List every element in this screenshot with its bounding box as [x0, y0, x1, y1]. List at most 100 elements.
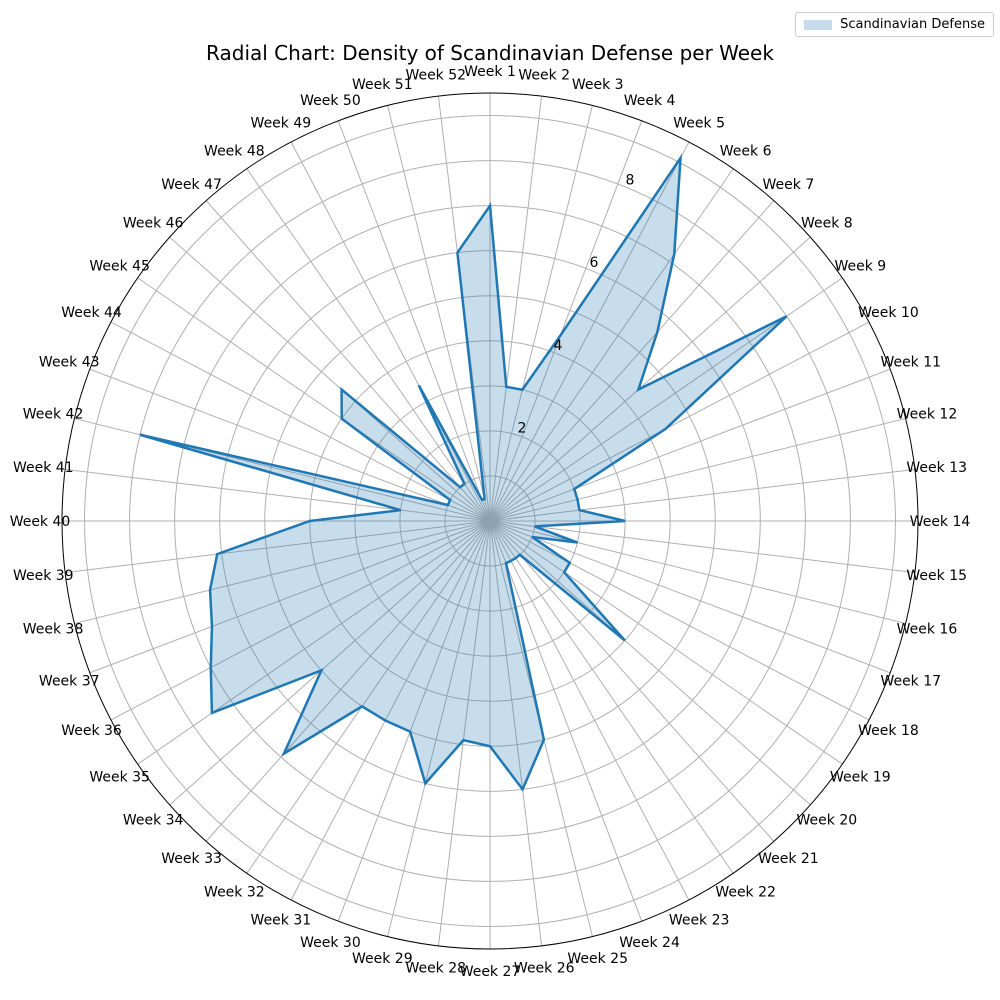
week-tick-label: Week 35	[89, 770, 150, 786]
week-tick-label: Week 2	[518, 67, 570, 83]
week-tick-label: Week 38	[23, 622, 84, 638]
week-tick-label: Week 34	[123, 812, 184, 828]
spoke-gridline	[137, 520, 491, 765]
week-tick-label: Week 33	[161, 851, 222, 867]
spoke-gridline	[110, 321, 491, 522]
week-tick-label: Week 27	[460, 964, 521, 980]
spoke-gridline	[169, 236, 491, 522]
spoke-gridline	[489, 168, 734, 522]
spoke-gridline	[65, 468, 491, 522]
spoke-gridline	[489, 141, 690, 522]
spoke-gridline	[489, 520, 870, 721]
week-tick-label: Week 51	[352, 77, 413, 93]
spoke-gridline	[489, 520, 734, 874]
week-tick-label: Week 9	[834, 258, 886, 274]
week-tick-label: Week 41	[13, 460, 74, 476]
week-tick-label: Week 28	[405, 961, 466, 977]
week-tick-label: Week 24	[619, 935, 680, 951]
week-tick-label: Week 12	[897, 406, 958, 422]
week-tick-label: Week 13	[906, 460, 967, 476]
week-tick-label: Week 23	[669, 912, 730, 928]
week-tick-label: Week 5	[673, 116, 725, 132]
chart-title: Radial Chart: Density of Scandinavian De…	[206, 41, 774, 65]
spoke-gridline	[489, 468, 915, 522]
radial-tick-label: 2	[518, 420, 527, 436]
week-tick-label: Week 10	[858, 305, 919, 321]
spoke-gridline	[246, 520, 491, 874]
series-area	[140, 157, 787, 790]
week-tick-label: Week 49	[251, 116, 312, 132]
radial-tick-label: 8	[625, 173, 634, 189]
spoke-gridline	[387, 520, 491, 937]
spoke-gridline	[489, 520, 891, 674]
spoke-gridline	[489, 520, 775, 842]
spoke-gridline	[205, 200, 491, 522]
spoke-gridline	[489, 105, 593, 522]
spoke-gridline	[489, 520, 843, 765]
ring-gridline	[129, 160, 851, 882]
spoke-gridline	[489, 368, 891, 522]
week-tick-label: Week 22	[715, 884, 776, 900]
spoke-gridline	[290, 520, 491, 901]
week-tick-label: Week 7	[763, 177, 815, 193]
week-tick-label: Week 36	[61, 723, 122, 739]
ring-gridline	[399, 430, 581, 612]
spoke-gridline	[74, 520, 491, 624]
week-tick-label: Week 4	[624, 93, 676, 109]
spoke-gridline	[65, 520, 491, 574]
spoke-gridline	[337, 520, 491, 922]
spoke-gridline	[169, 520, 491, 806]
week-tick-label: Week 42	[23, 406, 84, 422]
week-tick-label: Week 18	[858, 723, 919, 739]
spoke-gridline	[489, 96, 543, 522]
week-tick-label: Week 40	[10, 514, 71, 530]
spoke-gridline	[205, 520, 491, 842]
week-tick-label: Week 15	[906, 568, 967, 584]
spoke-gridline	[137, 277, 491, 522]
outer-frame	[61, 92, 919, 950]
spoke-gridline	[489, 120, 643, 522]
radial-tick-label: 6	[589, 255, 598, 271]
week-tick-label: Week 43	[39, 354, 100, 370]
radial-tick-layer: 2 4 6 8	[518, 173, 635, 437]
spoke-gridline	[489, 418, 906, 522]
ring-gridline	[444, 475, 536, 567]
week-tick-label: Week 21	[758, 851, 819, 867]
grid-layer	[61, 92, 919, 950]
spoke-gridline	[89, 368, 491, 522]
week-tick-label: Week 32	[204, 884, 265, 900]
ring-gridline	[84, 115, 896, 927]
spoke-gridline	[489, 520, 906, 624]
week-tick-label: Week 11	[880, 354, 941, 370]
week-tick-label: Week 52	[405, 67, 466, 83]
spoke-gridline	[290, 141, 491, 522]
week-tick-label: Week 29	[352, 951, 413, 967]
week-tick-label: Week 25	[567, 951, 628, 967]
legend-swatch	[804, 19, 833, 30]
spoke-gridline	[489, 520, 690, 901]
week-tick-label: Week 50	[300, 93, 361, 109]
week-tick-label: Week 45	[89, 258, 150, 274]
week-tick-label: Week 30	[300, 935, 361, 951]
week-tick-label: Week 8	[801, 216, 853, 232]
week-tick-label: Week 46	[123, 216, 184, 232]
week-tick-label: Week 48	[204, 144, 265, 160]
week-tick-label: Week 37	[39, 674, 100, 690]
spoke-gridline	[489, 236, 811, 522]
week-tick-label: Week 44	[61, 305, 122, 321]
legend-label: Scandinavian Defense	[840, 17, 985, 32]
week-tick-label: Week 20	[797, 812, 858, 828]
ring-gridline	[219, 250, 761, 792]
spoke-gridline	[246, 168, 491, 522]
week-tick-label: Week 19	[830, 770, 891, 786]
spoke-gridline	[489, 520, 811, 806]
radial-tick-label: 4	[554, 338, 563, 354]
spoke-gridline	[387, 105, 491, 522]
week-tick-label: Week 3	[572, 77, 624, 93]
week-tick-label: Week 31	[251, 912, 312, 928]
spoke-gridline	[89, 520, 491, 674]
spoke-gridline	[489, 520, 643, 922]
spoke-gridline	[489, 200, 775, 522]
